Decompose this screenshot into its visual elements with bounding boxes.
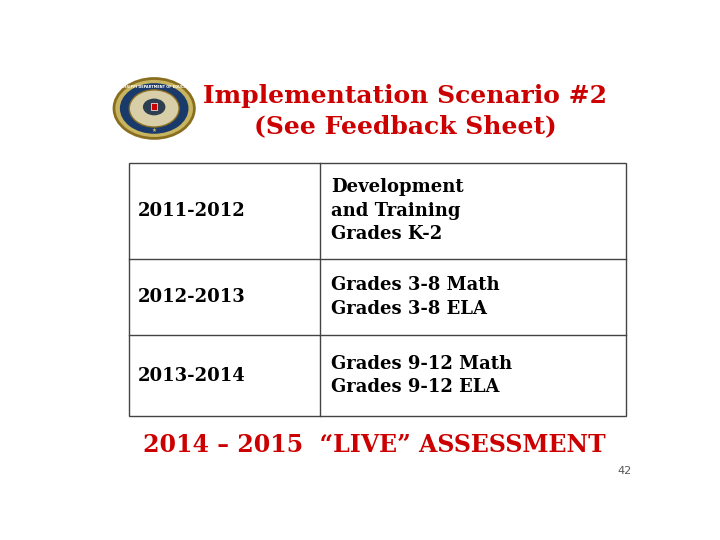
Text: 2012-2013: 2012-2013 [138, 288, 246, 306]
Text: 2013-2014: 2013-2014 [138, 367, 246, 384]
Text: 2011-2012: 2011-2012 [138, 202, 246, 220]
Circle shape [143, 99, 166, 116]
Bar [129, 163, 626, 416]
Text: 42: 42 [617, 467, 631, 476]
Text: Grades 9-12 Math
Grades 9-12 ELA: Grades 9-12 Math Grades 9-12 ELA [331, 355, 513, 396]
Text: Implementation Scenario #2
(See Feedback Sheet): Implementation Scenario #2 (See Feedback… [203, 84, 607, 138]
Bar [151, 103, 158, 110]
Circle shape [114, 78, 194, 138]
Text: 2014 – 2015  “LIVE” ASSESSMENT: 2014 – 2015 “LIVE” ASSESSMENT [143, 433, 606, 457]
Text: MISSISSIPPI DEPARTMENT OF EDUCATION: MISSISSIPPI DEPARTMENT OF EDUCATION [113, 85, 195, 89]
Circle shape [119, 82, 189, 135]
Text: Grades 3-8 Math
Grades 3-8 ELA: Grades 3-8 Math Grades 3-8 ELA [331, 276, 500, 318]
Circle shape [130, 90, 179, 127]
Text: Development
and Training
Grades K-2: Development and Training Grades K-2 [331, 178, 464, 244]
Text: ★: ★ [152, 127, 157, 132]
